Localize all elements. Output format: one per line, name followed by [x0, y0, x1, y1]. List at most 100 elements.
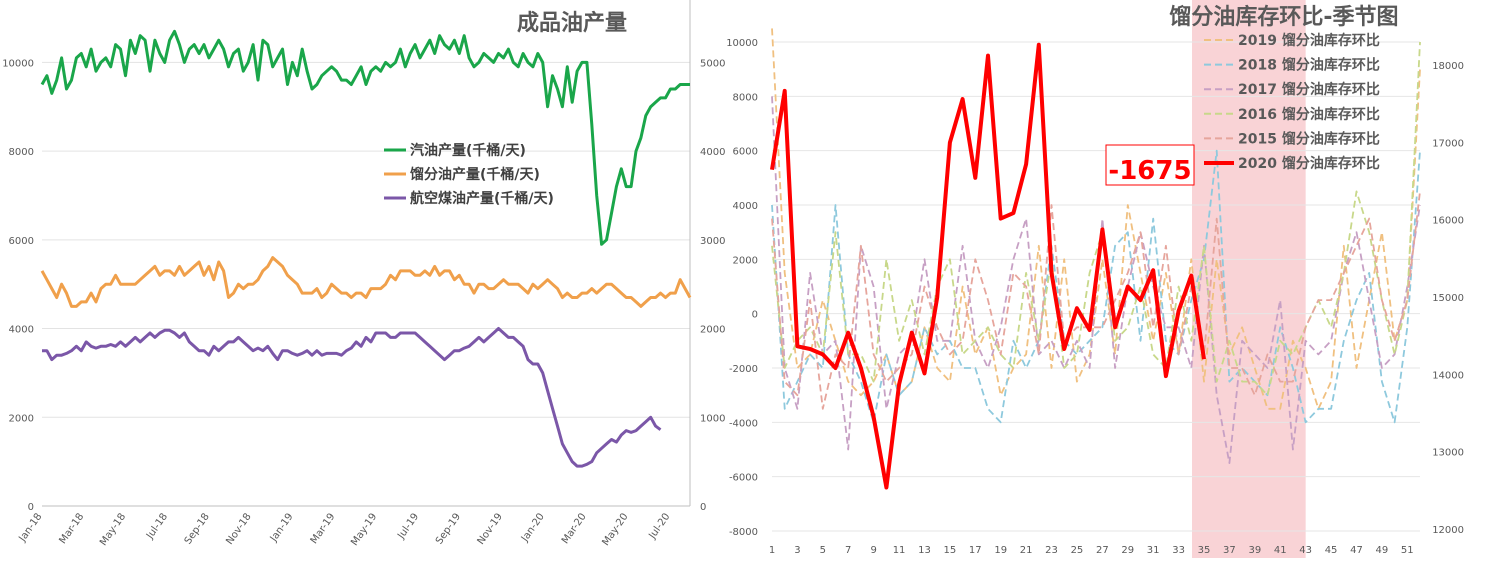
value-callout: -1675 — [1105, 144, 1195, 186]
x-tick-label: 37 — [1223, 545, 1236, 556]
season-line-2 — [771, 96, 1421, 465]
seasonal-chart: -8000 -6000 -4000 -2000 0 2000 4000 6000 8000 100… — [724, 0, 1490, 558]
right-y-tick: 13000 — [1432, 448, 1464, 459]
left-y-tick: -8000 — [729, 527, 758, 538]
x-tick-label: Mar-18 — [57, 511, 86, 546]
right-y-tick: 0 — [700, 502, 706, 513]
left-y-tick: 0 — [752, 310, 758, 321]
x-tick-label: 11 — [893, 545, 906, 556]
highlight-band — [1192, 0, 1306, 558]
right-chart-title: 馏分油库存环比-季节图 — [1169, 4, 1398, 30]
season-line-1 — [771, 149, 1421, 424]
right-y-tick: 17000 — [1432, 138, 1464, 149]
left-y-tick: 4000 — [733, 201, 758, 212]
x-tick-label: 49 — [1376, 545, 1389, 556]
legend-label: 馏分油产量(千桶/天) — [409, 166, 540, 183]
left-y-tick: -2000 — [729, 364, 758, 375]
x-tick-label: Sep-19 — [434, 511, 463, 546]
right-y-tick: 1000 — [700, 413, 725, 424]
x-tick-label: 13 — [918, 545, 931, 556]
left-y-tick: 10000 — [2, 58, 34, 69]
callout-value: -1675 — [1108, 156, 1191, 186]
x-tick-label: Jul-20 — [647, 511, 673, 541]
left-y-tick: 6000 — [9, 236, 34, 247]
callout-box — [1105, 144, 1195, 186]
x-tick-label: 39 — [1248, 545, 1261, 556]
x-tick-label: 27 — [1096, 545, 1109, 556]
x-tick-label: 31 — [1147, 545, 1160, 556]
right-gridlines — [772, 41, 1420, 532]
x-tick-label: Sep-18 — [183, 511, 212, 546]
x-tick-label: May-20 — [600, 511, 630, 547]
series-line-1 — [40, 256, 692, 308]
right-y-tick: 16000 — [1432, 216, 1464, 227]
x-tick-label: 47 — [1350, 545, 1363, 556]
left-y-tick: 2000 — [733, 255, 758, 266]
x-tick-label: 45 — [1325, 545, 1338, 556]
right-series — [770, 28, 1421, 490]
left-y-tick: -6000 — [729, 473, 758, 484]
legend-label: 2017 馏分油库存环比 — [1238, 81, 1380, 98]
legend-label: 2016 馏分油库存环比 — [1238, 106, 1380, 123]
legend-label: 2019 馏分油库存环比 — [1238, 32, 1380, 49]
left-y-tick: 2000 — [9, 413, 34, 424]
right-y-tick: 18000 — [1432, 61, 1464, 72]
x-tick-label: 3 — [794, 545, 800, 556]
season-line-4 — [771, 191, 1421, 410]
x-tick-label: Jul-18 — [144, 511, 170, 541]
x-tick-label: Nov-19 — [476, 511, 505, 546]
x-tick-label: 9 — [870, 545, 876, 556]
x-tick-label: 21 — [1020, 545, 1033, 556]
x-tick-label: Jan-18 — [17, 511, 45, 544]
x-tick-label: 7 — [845, 545, 851, 556]
season-line-5 — [770, 42, 1206, 490]
x-tick-label: 1 — [769, 545, 775, 556]
right-legend: 2019 馏分油库存环比 2018 馏分油库存环比 2017 馏分油库存环比 2016… — [1204, 32, 1380, 172]
production-chart: 0 2000 4000 6000 8000 10000 0 1000 2000 3000 4000 5… — [0, 0, 740, 558]
left-legend: 汽油产量(千桶/天) 馏分油产量(千桶/天) 航空煤油产量(千桶/天) — [384, 142, 554, 207]
legend-label: 2018 馏分油库存环比 — [1238, 57, 1380, 74]
right-y-tick: 14000 — [1432, 370, 1464, 381]
left-chart-title: 成品油产量 — [517, 11, 627, 36]
x-tick-label: 5 — [820, 545, 826, 556]
left-y-tick: 8000 — [9, 147, 34, 158]
x-tick-label: Mar-20 — [560, 511, 589, 546]
x-tick-label: 51 — [1401, 545, 1414, 556]
x-tick-label: 35 — [1198, 545, 1211, 556]
x-tick-label: Nov-18 — [224, 511, 253, 546]
right-y-tick: 4000 — [700, 147, 725, 158]
right-y-tick: 2000 — [700, 325, 725, 336]
left-y-tick: 4000 — [9, 325, 34, 336]
x-tick-label: 17 — [969, 545, 982, 556]
x-tick-label: 43 — [1299, 545, 1312, 556]
x-tick-label: Jul-19 — [395, 511, 421, 541]
x-tick-label: 25 — [1071, 545, 1084, 556]
season-line-3 — [771, 41, 1421, 397]
x-tick-label: 23 — [1045, 545, 1058, 556]
series-line-2 — [42, 327, 662, 468]
x-tick-label: May-18 — [98, 511, 128, 547]
left-y-tick: 8000 — [733, 92, 758, 103]
x-tick-label: 15 — [944, 545, 957, 556]
x-tick-label: 33 — [1172, 545, 1185, 556]
x-tick-label: Mar-19 — [309, 511, 338, 546]
left-y-tick: -4000 — [729, 418, 758, 429]
legend-label: 航空煤油产量(千桶/天) — [410, 190, 554, 207]
x-tick-label: May-19 — [349, 511, 379, 547]
x-tick-label: 19 — [994, 545, 1007, 556]
right-y-tick: 12000 — [1432, 525, 1464, 536]
series-line-0 — [40, 29, 690, 246]
seasonal-chart-svg: -8000 -6000 -4000 -2000 0 2000 4000 6000 8000 100… — [726, 0, 1464, 558]
right-y-tick: 15000 — [1432, 293, 1464, 304]
right-y-tick: 3000 — [700, 236, 725, 247]
production-chart-svg: 0 2000 4000 6000 8000 10000 0 1000 2000 3000 4000 5… — [2, 0, 725, 548]
left-y-tick: 0 — [28, 502, 34, 513]
legend-label: 汽油产量(千桶/天) — [410, 142, 526, 159]
legend-label: 2020 馏分油库存环比 — [1238, 155, 1380, 172]
x-tick-label: 29 — [1121, 545, 1134, 556]
left-series — [40, 29, 692, 468]
left-y-tick: 6000 — [733, 147, 758, 158]
left-y-tick: 10000 — [726, 38, 758, 49]
x-tick-label: Jan-19 — [268, 511, 296, 544]
legend-label: 2015 馏分油库存环比 — [1238, 130, 1380, 147]
